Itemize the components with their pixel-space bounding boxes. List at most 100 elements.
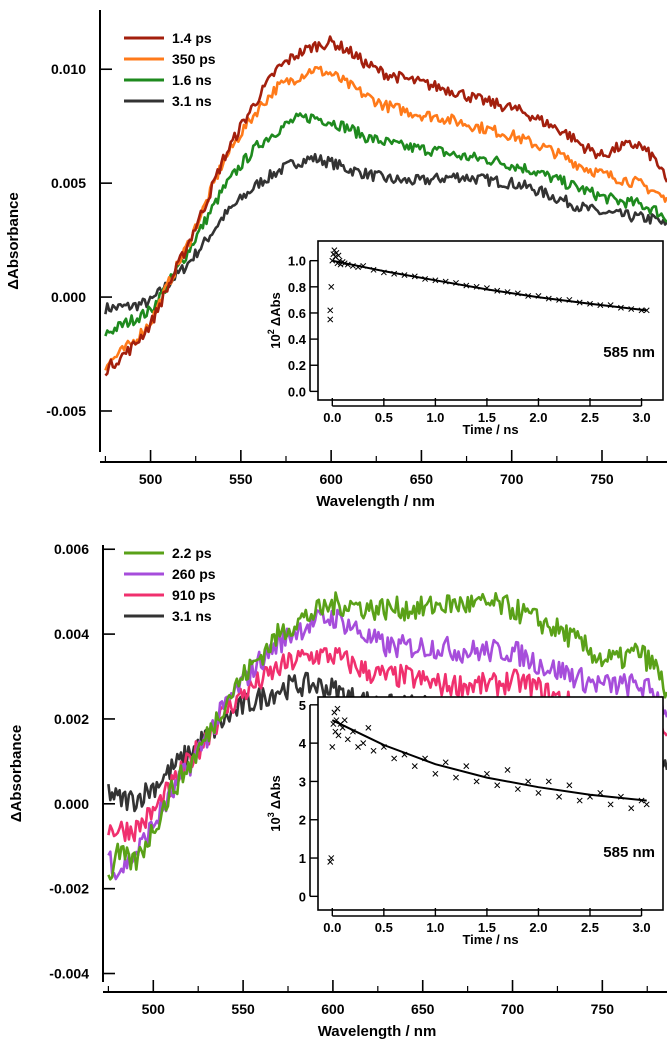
inset-x-tick-label: 2.5 bbox=[581, 920, 599, 935]
legend-label: 1.4 ps bbox=[172, 30, 212, 46]
y-tick-label: 0.006 bbox=[54, 541, 89, 557]
inset-data-point bbox=[628, 306, 635, 312]
inset-annotation: 585 nm bbox=[603, 844, 655, 861]
inset-data-point bbox=[597, 789, 604, 796]
inset-data-point bbox=[344, 261, 351, 268]
inset-y-label-exponent: 2 bbox=[266, 329, 276, 334]
inset-data-point bbox=[391, 270, 398, 277]
x-tick-label: 750 bbox=[590, 471, 614, 487]
inset-data-point bbox=[566, 296, 573, 303]
y-tick-label: 0.004 bbox=[54, 626, 89, 642]
inset-data-point bbox=[401, 272, 408, 279]
inset-data-point bbox=[327, 307, 334, 314]
inset-x-tick-label: 3.0 bbox=[632, 920, 650, 935]
inset-data-point bbox=[349, 262, 356, 269]
inset-data-point bbox=[545, 778, 552, 785]
series-line-2.2-ps bbox=[107, 591, 667, 881]
inset-fit-line bbox=[331, 719, 647, 802]
inset-x-axis-label: Time / ns bbox=[462, 932, 518, 947]
x-tick-label: 600 bbox=[319, 471, 343, 487]
inset-data-point bbox=[463, 282, 470, 289]
inset-y-tick-label: 0.6 bbox=[288, 306, 306, 321]
inset-data-point bbox=[331, 709, 338, 716]
inset-y-tick-label: 0.0 bbox=[288, 384, 306, 399]
x-tick-label: 750 bbox=[591, 1001, 615, 1017]
inset-data-point bbox=[391, 755, 398, 762]
legend-label: 2.2 ps bbox=[172, 545, 212, 561]
inset-chart: 0.0 0.2 0.4 0.6 0.8 1.0 0.0 0.5 1.0 1.5 2.0 2.5 3.0 T… bbox=[266, 240, 664, 437]
inset-data-point bbox=[380, 269, 387, 276]
inset-data-point bbox=[643, 307, 650, 314]
inset-x-tick-label: 0.5 bbox=[375, 410, 393, 425]
y-tick-label: -0.005 bbox=[46, 403, 86, 419]
inset-data-point bbox=[355, 264, 362, 271]
x-tick-label: 700 bbox=[501, 1001, 525, 1017]
inset-y-label-base: 10 bbox=[268, 817, 283, 831]
inset-data-point bbox=[597, 302, 604, 309]
inset-y-tick-label: 0 bbox=[299, 889, 306, 904]
inset-data-point bbox=[360, 262, 367, 269]
inset-data-point bbox=[370, 266, 377, 273]
series-line-260-ps bbox=[107, 608, 667, 881]
legend-label: 350 ps bbox=[172, 51, 216, 67]
inset-y-tick-label: 0.2 bbox=[288, 358, 306, 373]
inset-data-point bbox=[432, 277, 439, 284]
inset-data-point bbox=[514, 786, 521, 793]
inset-data-point bbox=[401, 751, 408, 758]
inset-data-point bbox=[355, 744, 362, 750]
inset-data-point bbox=[327, 316, 334, 323]
inset-data-point bbox=[339, 724, 346, 731]
inset-data-point bbox=[332, 728, 339, 735]
inset-data-point bbox=[494, 287, 501, 294]
inset-y-tick-label: 2 bbox=[299, 813, 306, 828]
inset-annotation: 585 nm bbox=[603, 344, 655, 361]
inset-data-point bbox=[329, 257, 336, 264]
legend: 2.2 ps 260 ps 910 ps 3.1 ns bbox=[124, 545, 216, 624]
inset-data-point bbox=[422, 276, 429, 282]
y-tick-label: -0.002 bbox=[49, 881, 89, 897]
inset-data-point bbox=[617, 304, 624, 311]
inset-x-tick-label: 0.0 bbox=[323, 410, 341, 425]
inset-y-tick-label: 1 bbox=[299, 851, 306, 866]
inset-data-point bbox=[328, 283, 335, 290]
inset-data-point bbox=[365, 724, 372, 731]
inset-data-point bbox=[473, 778, 480, 785]
inset-data-point bbox=[545, 295, 552, 302]
inset-data-point bbox=[525, 293, 532, 299]
inset-data-point bbox=[349, 728, 356, 735]
legend-label: 260 ps bbox=[172, 566, 216, 582]
inset-data-point bbox=[587, 793, 593, 800]
inset-y-tick-label: 5 bbox=[299, 698, 306, 713]
inset-data-point bbox=[587, 300, 593, 307]
x-tick-label: 650 bbox=[411, 1001, 435, 1017]
y-tick-label: 0.010 bbox=[51, 61, 86, 77]
x-tick-label: 500 bbox=[139, 471, 163, 487]
inset-data-point bbox=[638, 307, 645, 314]
inset-x-tick-label: 2.5 bbox=[581, 410, 599, 425]
inset-x-tick-label: 1.5 bbox=[478, 410, 496, 425]
inset-x-tick-label: 0.0 bbox=[323, 920, 341, 935]
y-tick-label: 0.005 bbox=[51, 175, 86, 191]
inset-y-label-exponent: 3 bbox=[266, 812, 276, 817]
inset-data-point bbox=[335, 252, 342, 259]
inset-data-point bbox=[370, 747, 377, 754]
inset-x-tick-label: 1.5 bbox=[478, 920, 496, 935]
inset-x-tick-label: 2.0 bbox=[529, 410, 547, 425]
inset-y-tick-label: 3 bbox=[299, 774, 306, 789]
x-tick-label: 500 bbox=[142, 1001, 166, 1017]
inset-data-point bbox=[380, 744, 387, 750]
inset-data-point bbox=[504, 289, 511, 296]
y-tick-label: -0.004 bbox=[49, 966, 89, 982]
inset-data-point bbox=[566, 782, 573, 789]
inset-y-tick-label: 0.8 bbox=[288, 280, 306, 295]
inset-data-point bbox=[514, 290, 521, 297]
inset-y-label-base: 10 bbox=[268, 334, 283, 348]
inset-data-point bbox=[494, 782, 501, 789]
inset-data-point bbox=[483, 770, 490, 777]
inset-chart: 0 1 2 3 4 5 0.0 0.5 1.0 1.5 2.0 2.5 3.0 Time / ns 103 … bbox=[266, 696, 664, 947]
inset-data-point bbox=[535, 789, 542, 796]
inset-data-point bbox=[411, 763, 418, 770]
